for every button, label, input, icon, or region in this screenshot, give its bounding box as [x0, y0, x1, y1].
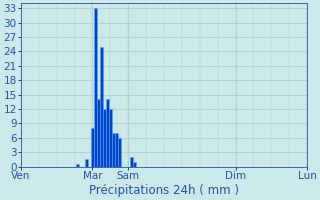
Bar [118, 138, 121, 167]
Bar [130, 157, 132, 167]
Bar [76, 164, 79, 167]
Bar [85, 159, 88, 167]
Bar [112, 133, 115, 167]
Bar [103, 109, 106, 167]
Bar [97, 99, 100, 167]
Bar [94, 8, 97, 167]
Bar [106, 99, 109, 167]
Bar [115, 133, 118, 167]
Bar [91, 128, 94, 167]
X-axis label: Précipitations 24h ( mm ): Précipitations 24h ( mm ) [89, 184, 239, 197]
Bar [133, 162, 136, 167]
Bar [100, 47, 103, 167]
Bar [109, 109, 112, 167]
